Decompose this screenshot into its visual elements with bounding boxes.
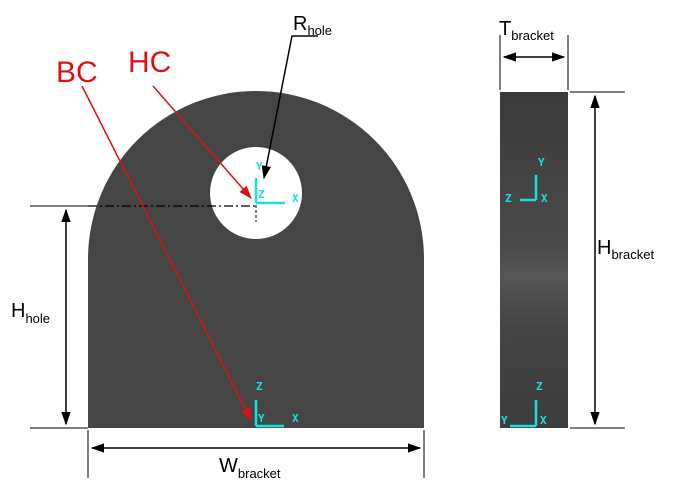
r-hole-leader <box>261 35 318 180</box>
base-triad-x-label: X <box>292 412 299 425</box>
hole-triad-z-label: Z <box>258 188 265 201</box>
side-bottom-triad-y-label: Y <box>501 414 508 427</box>
h-bracket-label: Hbracket <box>597 237 654 262</box>
r-hole-label: Rhole <box>293 13 332 38</box>
bc-label: BC <box>56 56 98 89</box>
hc-arrow <box>152 85 252 200</box>
side-bottom-triad-z-label: Z <box>536 380 543 393</box>
t-bracket-label: Tbracket <box>499 18 554 43</box>
side-top-triad-x-label: X <box>541 192 548 205</box>
bracket-front-body <box>88 91 424 428</box>
base-triad-y-label: Y <box>258 412 265 425</box>
side-top-triad-y-label: Y <box>538 156 545 169</box>
hole-triad-y-label: Y <box>256 160 263 173</box>
side-top-csys-triad <box>520 175 538 202</box>
h-hole-label: Hhole <box>11 300 50 326</box>
bracket-side-body <box>500 92 568 428</box>
base-csys-triad <box>254 400 284 428</box>
side-top-triad-z-label: Z <box>505 192 512 205</box>
base-triad-z-label: Z <box>256 380 263 393</box>
w-bracket-label: Wbracket <box>219 455 281 481</box>
hole-csys-triad <box>254 178 285 205</box>
side-bottom-triad-x-label: X <box>540 414 547 427</box>
hc-label: HC <box>128 46 171 79</box>
side-bottom-csys-triad <box>510 400 538 428</box>
bc-arrow <box>81 85 252 422</box>
hole-triad-x-label: X <box>292 192 299 205</box>
